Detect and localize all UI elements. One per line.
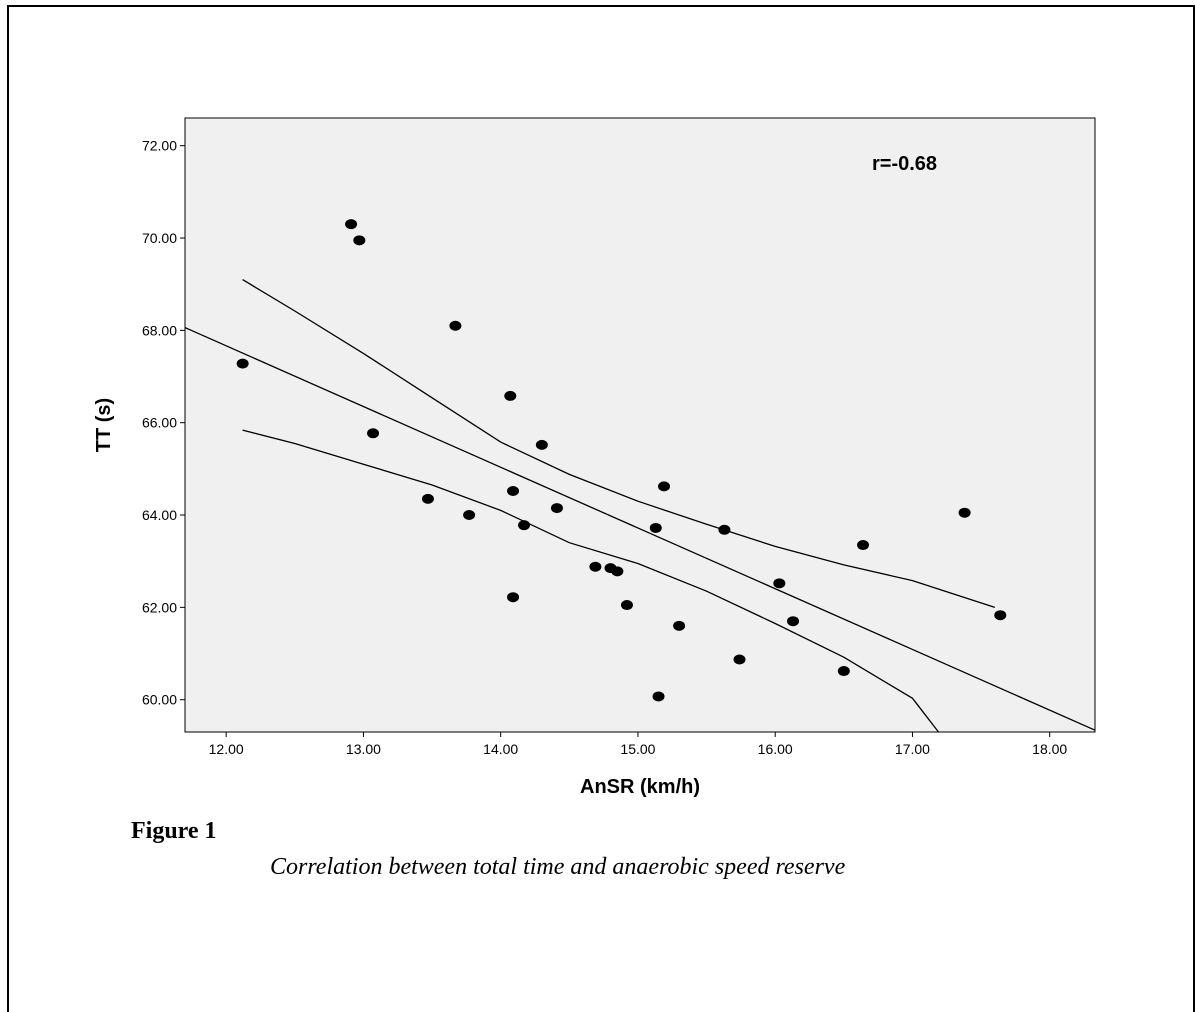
regression-line bbox=[185, 327, 1095, 731]
data-point-19 bbox=[652, 691, 665, 702]
data-point-24 bbox=[773, 578, 786, 589]
correlation-annotation: r=-0.68 bbox=[872, 153, 937, 175]
plot-area bbox=[184, 117, 1096, 733]
data-point-4 bbox=[367, 428, 380, 439]
x-tick-label: 17.00 bbox=[895, 741, 930, 757]
data-point-28 bbox=[958, 507, 971, 518]
scatter-chart: 12.00 13.00 14.00 15.00 16.00 17.00 18.00 60.00… bbox=[93, 117, 1096, 798]
x-tick-label: 14.00 bbox=[483, 741, 518, 757]
data-point-5 bbox=[421, 493, 434, 504]
x-tick-label: 13.00 bbox=[346, 741, 381, 757]
figure-caption: Correlation between total time and anaer… bbox=[270, 854, 846, 880]
data-point-3 bbox=[353, 235, 366, 246]
data-point-16 bbox=[611, 566, 624, 577]
ci-lower-curve bbox=[242, 429, 940, 732]
y-tick-label: 64.00 bbox=[142, 507, 177, 523]
y-tick-label: 62.00 bbox=[142, 599, 177, 615]
data-point-11 bbox=[518, 520, 531, 531]
y-tick-label: 68.00 bbox=[142, 322, 177, 338]
points-layer bbox=[236, 219, 1007, 702]
data-point-8 bbox=[504, 390, 517, 401]
y-tick-label: 66.00 bbox=[142, 415, 177, 431]
data-point-26 bbox=[837, 666, 850, 677]
data-point-2 bbox=[345, 219, 358, 230]
data-point-6 bbox=[449, 320, 462, 331]
data-point-9 bbox=[507, 486, 520, 497]
lines-layer bbox=[185, 279, 1095, 732]
y-tick-label: 72.00 bbox=[142, 138, 177, 154]
data-point-25 bbox=[787, 616, 800, 627]
data-point-1 bbox=[236, 358, 249, 369]
ci-upper-curve bbox=[242, 279, 996, 609]
axes: 12.00 13.00 14.00 15.00 16.00 17.00 18.00 60.00… bbox=[142, 138, 1067, 757]
data-point-27 bbox=[857, 540, 870, 551]
data-point-13 bbox=[550, 503, 563, 514]
data-point-22 bbox=[718, 524, 731, 535]
x-tick-label: 12.00 bbox=[209, 741, 244, 757]
data-point-14 bbox=[589, 561, 602, 572]
data-point-7 bbox=[463, 510, 476, 521]
data-point-18 bbox=[649, 522, 662, 533]
y-axis-title: TT (s) bbox=[93, 398, 115, 452]
data-point-21 bbox=[673, 620, 686, 631]
x-tick-label: 15.00 bbox=[620, 741, 655, 757]
y-tick-label: 60.00 bbox=[142, 692, 177, 708]
x-axis-title: AnSR (km/h) bbox=[580, 776, 700, 798]
data-point-10 bbox=[507, 592, 520, 603]
y-tick-label: 70.00 bbox=[142, 230, 177, 246]
data-point-23 bbox=[733, 654, 746, 665]
x-tick-label: 16.00 bbox=[758, 741, 793, 757]
data-point-17 bbox=[620, 600, 633, 611]
data-point-20 bbox=[658, 481, 671, 492]
page-frame bbox=[7, 5, 1195, 1012]
data-point-12 bbox=[535, 439, 548, 450]
x-tick-label: 18.00 bbox=[1032, 741, 1067, 757]
figure-label: Figure 1 bbox=[131, 818, 217, 844]
data-point-29 bbox=[994, 610, 1007, 621]
